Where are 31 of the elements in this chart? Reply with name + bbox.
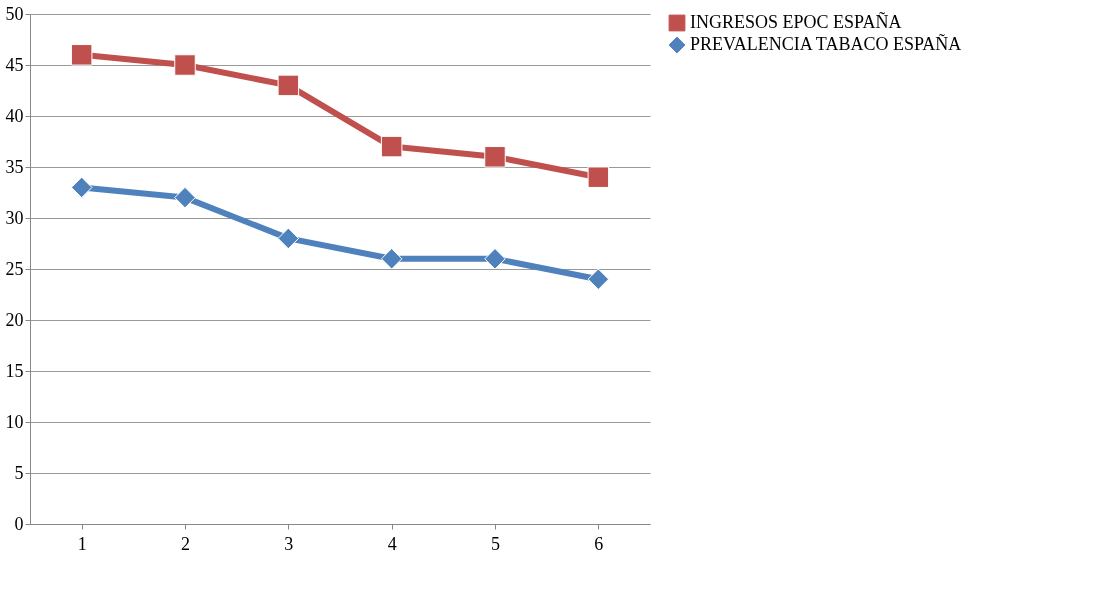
legend-label: INGRESOS EPOC ESPAÑA: [690, 11, 902, 32]
legend-label: PREVALENCIA TABACO ESPAÑA: [690, 33, 962, 54]
y-tick-label: 30: [5, 207, 24, 228]
x-tick-label: 4: [387, 533, 397, 554]
point: [70, 44, 93, 66]
y-tick-label: 45: [5, 54, 24, 75]
point: [484, 146, 506, 168]
point: [587, 268, 610, 290]
y-tick-label: 50: [5, 3, 24, 24]
point: [484, 248, 506, 270]
x-tick-label: 3: [284, 533, 294, 554]
point: [380, 248, 403, 270]
x-tick-label: 1: [77, 533, 87, 554]
y-tick-label: 25: [5, 258, 24, 279]
point: [174, 54, 196, 76]
y-tick-label: 20: [5, 309, 24, 330]
point: [174, 186, 196, 209]
y-tick-label: 5: [14, 462, 24, 483]
point: [277, 227, 300, 250]
x-tick-label: 6: [594, 533, 604, 554]
x-tick-label: 5: [491, 533, 500, 554]
y-tick-label: 35: [5, 156, 24, 177]
y-tick-label: 10: [5, 411, 24, 432]
point: [380, 135, 403, 158]
point: [587, 166, 610, 188]
x-tick-label: 2: [181, 533, 190, 554]
y-tick-label: 0: [14, 513, 24, 534]
point: [70, 176, 93, 199]
y-tick-label: 15: [5, 360, 24, 381]
y-tick-label: 40: [5, 105, 24, 126]
point: [277, 74, 300, 97]
